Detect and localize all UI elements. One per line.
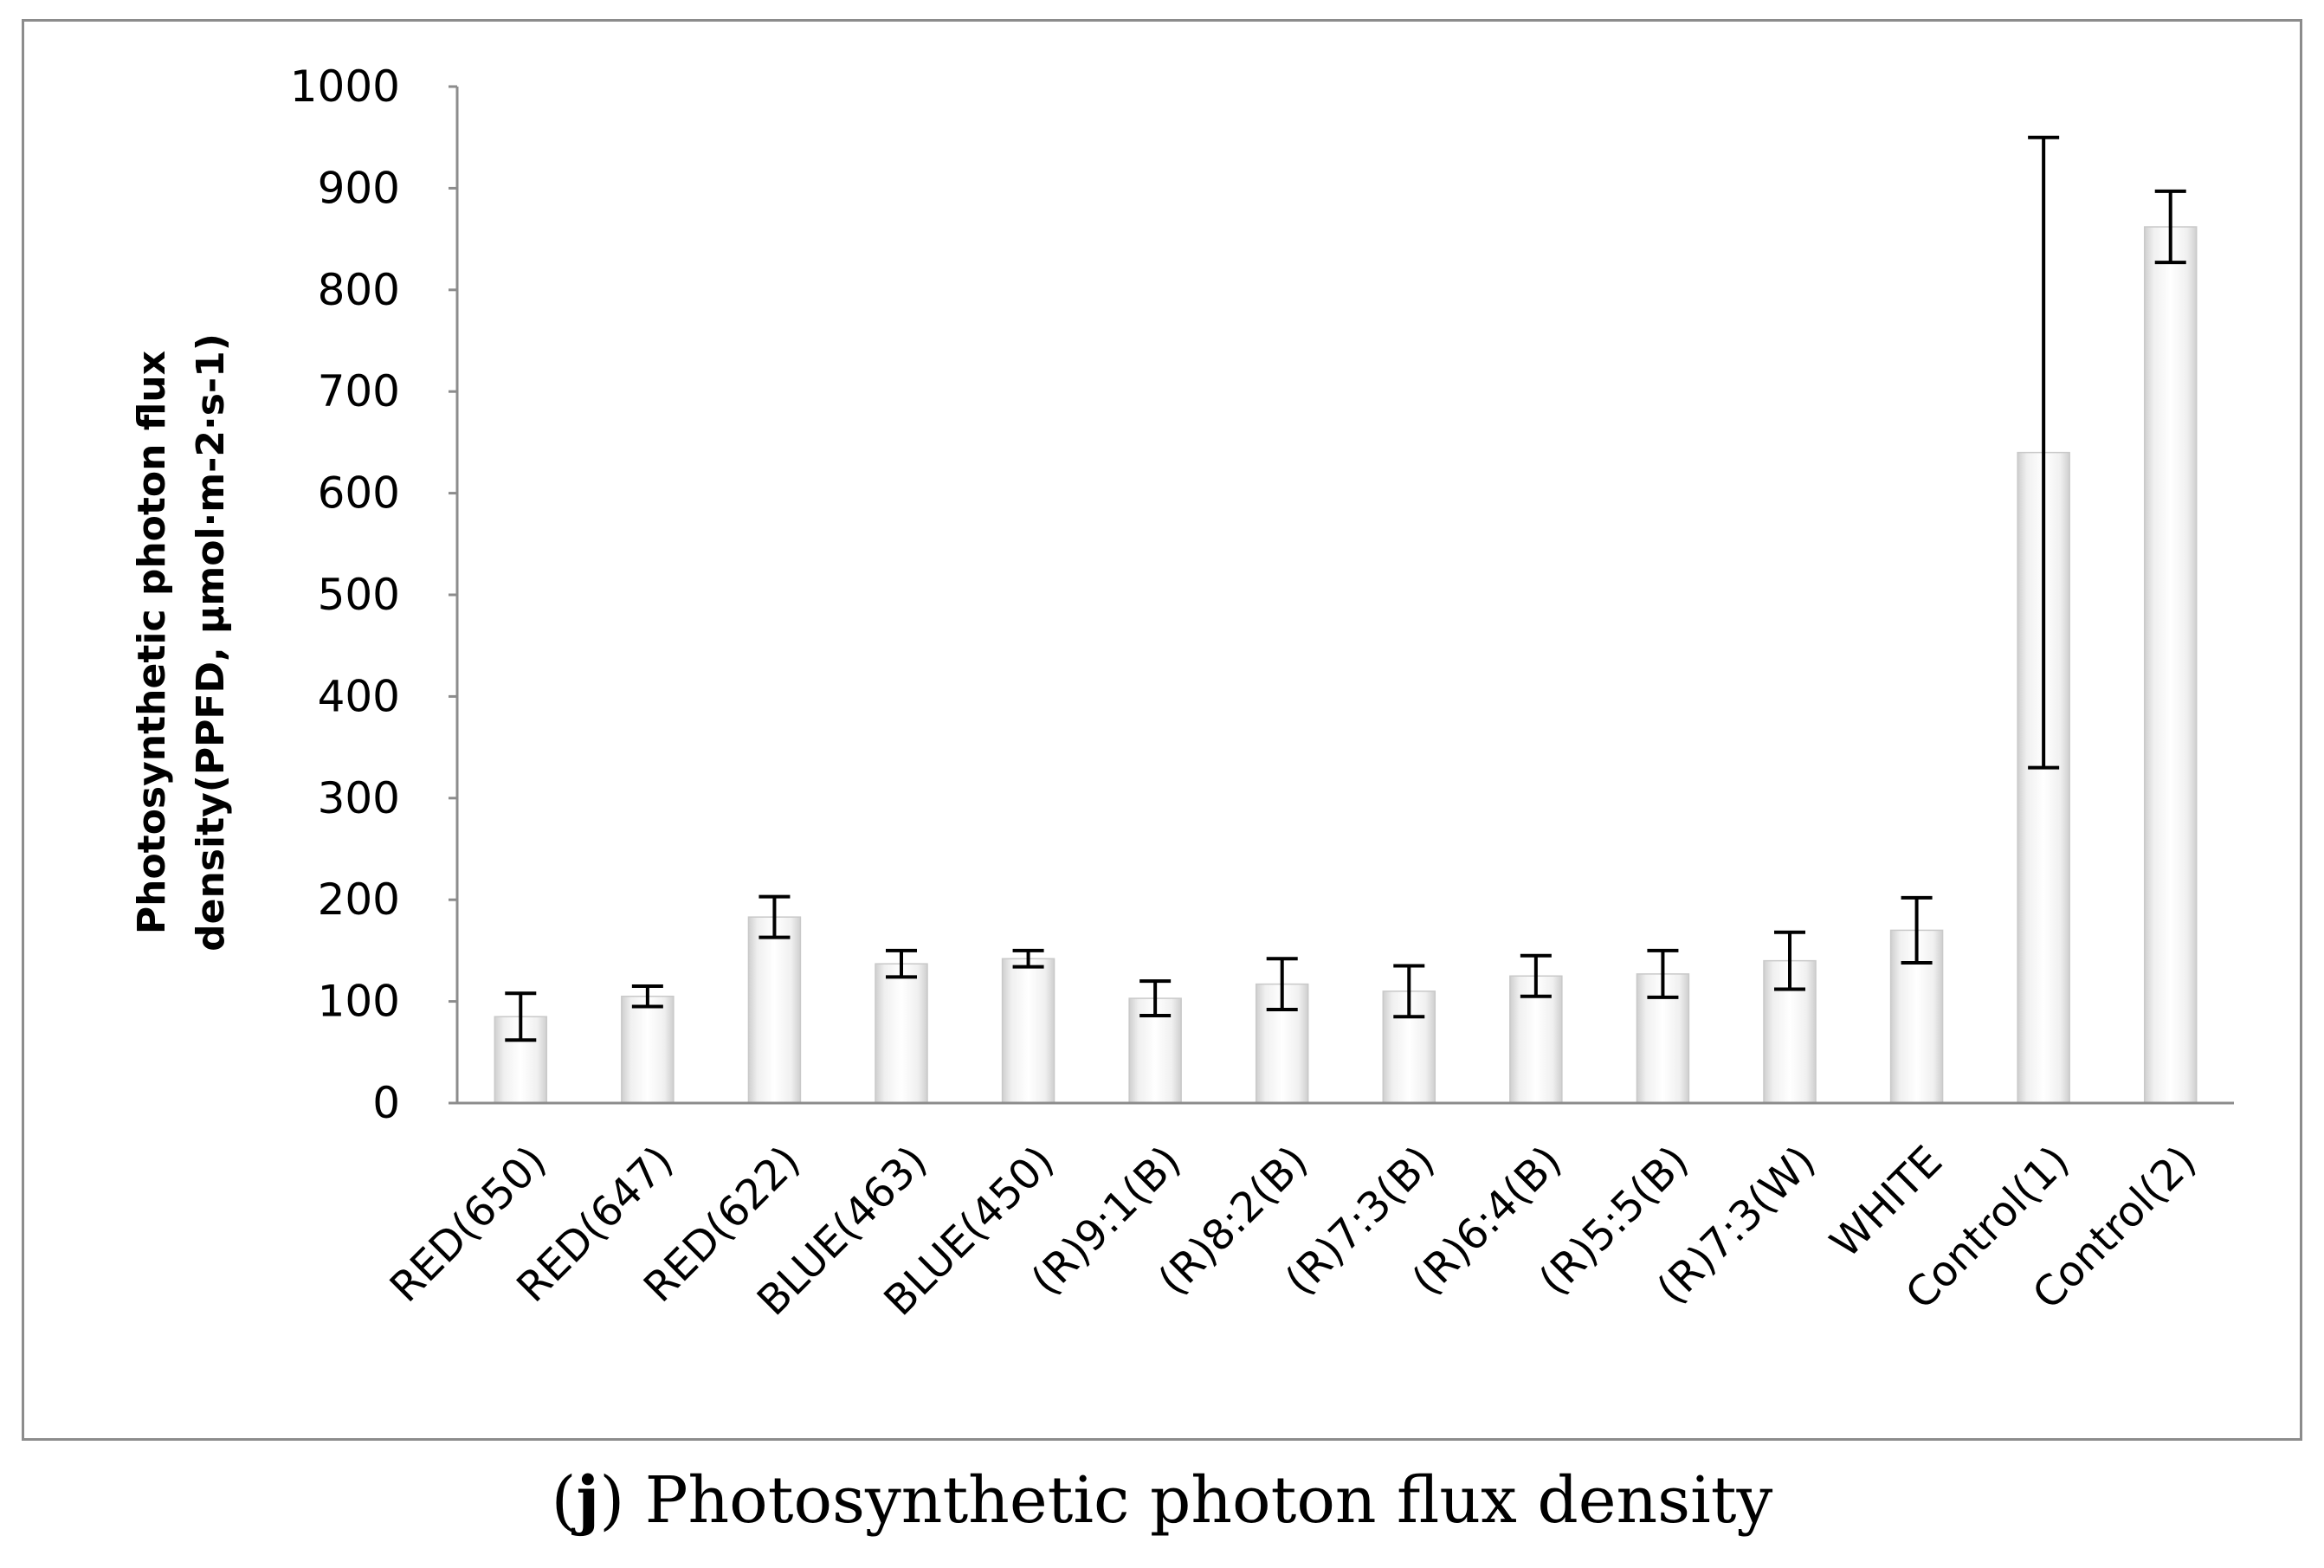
y-tick-label: 300	[318, 773, 400, 823]
bar-6	[1255, 983, 1309, 1104]
y-tick-label: 500	[318, 570, 400, 620]
y-tick-label: 1000	[290, 61, 400, 112]
caption-open: (	[551, 1463, 577, 1538]
y-tick-labels: 0 100 200 300 400 500 600 700 800 900 1000	[290, 61, 400, 1128]
caption-close: )	[599, 1463, 625, 1538]
y-tick-label: 400	[318, 671, 400, 721]
y-axis-label-line-1: Photosynthetic photon flux	[130, 351, 174, 934]
caption-letter: j	[576, 1463, 600, 1538]
axes-layer	[449, 85, 2234, 1105]
bar-3	[875, 963, 928, 1104]
y-tick-label: 800	[318, 265, 400, 315]
y-tick-label: 100	[318, 977, 400, 1027]
bar-4	[1001, 958, 1055, 1104]
error-bars-layer	[505, 135, 2186, 1042]
x-tick-labels: RED(650)RED(647)RED(622)BLUE(463)BLUE(45…	[381, 1137, 2205, 1326]
caption-text: Photosynthetic photon flux density	[624, 1463, 1773, 1538]
y-tick-label: 900	[318, 163, 400, 213]
bar-2	[747, 916, 802, 1104]
bar-1	[621, 995, 675, 1104]
chart-frame	[22, 19, 2302, 1441]
y-tick-label: 700	[318, 366, 400, 416]
bars-layer	[494, 226, 2198, 1104]
figure-caption: (j) Photosynthetic photon flux density	[0, 1463, 2324, 1538]
y-tick-label: 0	[372, 1078, 400, 1128]
y-tick-label: 200	[318, 874, 400, 925]
bar-13	[2143, 226, 2198, 1104]
y-tick-label: 600	[318, 468, 400, 519]
y-axis-label-line-2: density(PPFD, µmol·m-2·s-1)	[189, 333, 233, 952]
